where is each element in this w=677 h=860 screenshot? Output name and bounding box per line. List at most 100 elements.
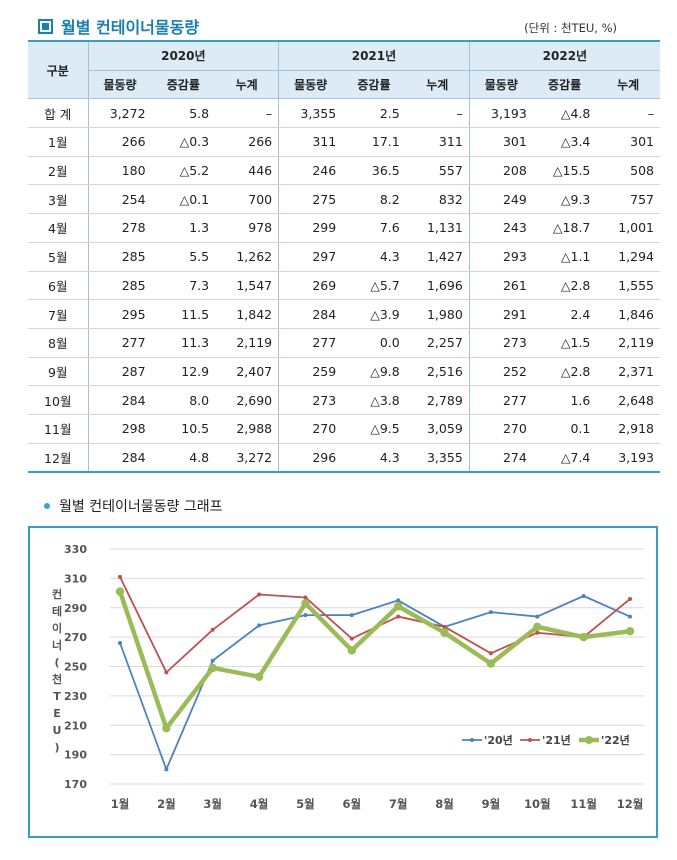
table-cell: 1,001 (596, 213, 660, 243)
y-axis-label-char: E (53, 707, 61, 720)
table-cell: 446 (215, 156, 280, 186)
bullet-dot-icon (44, 503, 50, 509)
y-axis-label-char: 테 (52, 604, 62, 618)
table-cell: △5.7 (342, 271, 406, 301)
table-row: 5월 285 5.5 1,262 297 4.3 1,427 293 △1.1 1,294 (28, 242, 660, 272)
data-point (254, 672, 264, 681)
y-axis-label-char: 너 (52, 638, 62, 652)
y-tick-label: 190 (64, 749, 87, 762)
data-point (118, 641, 122, 645)
table-cell: 277 (278, 328, 343, 358)
legend-marker (585, 736, 593, 744)
table-cell: 299 (278, 213, 343, 243)
x-tick-label: 7월 (389, 797, 408, 811)
table-cell: 273 (278, 385, 343, 415)
table-cell: 1,842 (215, 299, 280, 329)
x-tick-label: 5월 (296, 797, 315, 811)
y-tick-label: 310 (64, 572, 87, 585)
y-tick-label: 290 (64, 602, 87, 615)
container-volume-table: 구분 2020년 2021년 2022년 물동량 증감률 누계 물동량 증감률 … (28, 39, 660, 474)
table-cell: 1,262 (215, 242, 280, 272)
table-cell: 287 (88, 357, 152, 387)
row-label: 6월 (28, 271, 89, 301)
table-cell: 277 (88, 328, 152, 358)
row-label: 7월 (28, 299, 89, 329)
table-cell: 284 (88, 443, 152, 474)
table-cell: 246 (278, 156, 343, 186)
table-cell: △0.1 (151, 184, 216, 215)
table-cell: 266 (215, 127, 280, 157)
table-title-text: 월별 컨테이너물동량 (61, 18, 200, 37)
table-cell: 301 (596, 127, 660, 157)
header-change-rate: 증감률 (151, 70, 216, 100)
table-cell: 2,371 (596, 357, 660, 387)
y-tick-label: 270 (64, 631, 87, 644)
data-point (488, 651, 493, 656)
table-cell: 3,272 (88, 98, 152, 129)
table-cell: 8.0 (151, 385, 216, 415)
data-point (210, 627, 215, 632)
data-point (396, 614, 401, 619)
data-point (486, 659, 496, 668)
x-tick-label: 8월 (435, 797, 454, 811)
table-cell: 208 (469, 156, 533, 186)
table-row: 9월 287 12.9 2,407 259 △9.8 2,516 252 △2.8 2,371 (28, 357, 660, 387)
y-tick-label: 210 (64, 719, 87, 732)
header-year-2020: 2020년 (87, 39, 279, 71)
y-axis-label-char: T (53, 690, 61, 703)
table-cell: 5.5 (151, 242, 216, 272)
table-cell: 277 (469, 385, 533, 415)
data-point (303, 595, 308, 600)
table-cell: 311 (278, 127, 343, 157)
table-cell: 4.3 (342, 443, 406, 474)
table-cell: 4.8 (151, 443, 216, 474)
table-cell: 5.8 (151, 98, 216, 129)
row-label: 4월 (28, 213, 89, 243)
graph-title: 월별 컨테이너물동량 그래프 (44, 496, 222, 516)
table-cell: 2,119 (596, 328, 660, 358)
table-cell: 11.3 (151, 328, 216, 358)
table-cell: 17.1 (342, 127, 406, 157)
table-cell: 832 (405, 184, 470, 215)
row-label: 2월 (28, 156, 89, 186)
table-cell: 3,193 (596, 443, 660, 474)
table-row: 6월 285 7.3 1,547 269 △5.7 1,696 261 △2.8 1,555 (28, 271, 660, 301)
table-cell: 8.2 (342, 184, 406, 215)
data-point (625, 627, 635, 636)
data-point (115, 587, 125, 596)
header-year-2022: 2022년 (468, 39, 660, 71)
table-cell: 249 (469, 184, 533, 215)
table-cell: 285 (88, 271, 152, 301)
table-cell: – (215, 98, 280, 129)
x-tick-label: 6월 (343, 797, 362, 811)
line-chart: 170 190 210 230 250 270 290 310 330 1월 2월 3월 4월 5월 6월 7… (52, 543, 644, 811)
x-tick-label: 9월 (482, 797, 501, 811)
table-cell: 252 (469, 357, 533, 387)
data-point (118, 574, 122, 579)
table-cell: 243 (469, 213, 533, 243)
table-cell: △3.8 (342, 385, 406, 415)
table-cell: △9.3 (532, 184, 597, 215)
table-cell: 3,272 (215, 443, 280, 474)
legend-label: '21년 (542, 733, 571, 747)
table-cell: 285 (88, 242, 152, 272)
y-tick-label: 170 (64, 778, 87, 791)
data-point (164, 767, 169, 772)
row-label: 8월 (28, 328, 89, 358)
x-tick-label: 3월 (203, 797, 222, 811)
table-row: 1월 266 △0.3 266 311 17.1 311 301 △3.4 301 (28, 127, 660, 157)
table-cell: △9.8 (342, 357, 406, 387)
table-cell: △2.8 (532, 357, 597, 387)
legend-marker (528, 738, 532, 742)
y-tick-label: 250 (64, 661, 87, 674)
data-point (396, 598, 401, 603)
table-title: 월별 컨테이너물동량 (38, 14, 199, 38)
table-cell: 0.1 (532, 414, 597, 444)
table-cell: 1.3 (151, 213, 216, 243)
table-cell: 3,193 (469, 98, 533, 129)
x-tick-label: 2월 (157, 797, 176, 811)
x-tick-label: 12월 (617, 797, 644, 811)
row-label: 9월 (28, 357, 89, 387)
table-cell: 2,918 (596, 414, 660, 444)
table-cell: 508 (596, 156, 660, 186)
